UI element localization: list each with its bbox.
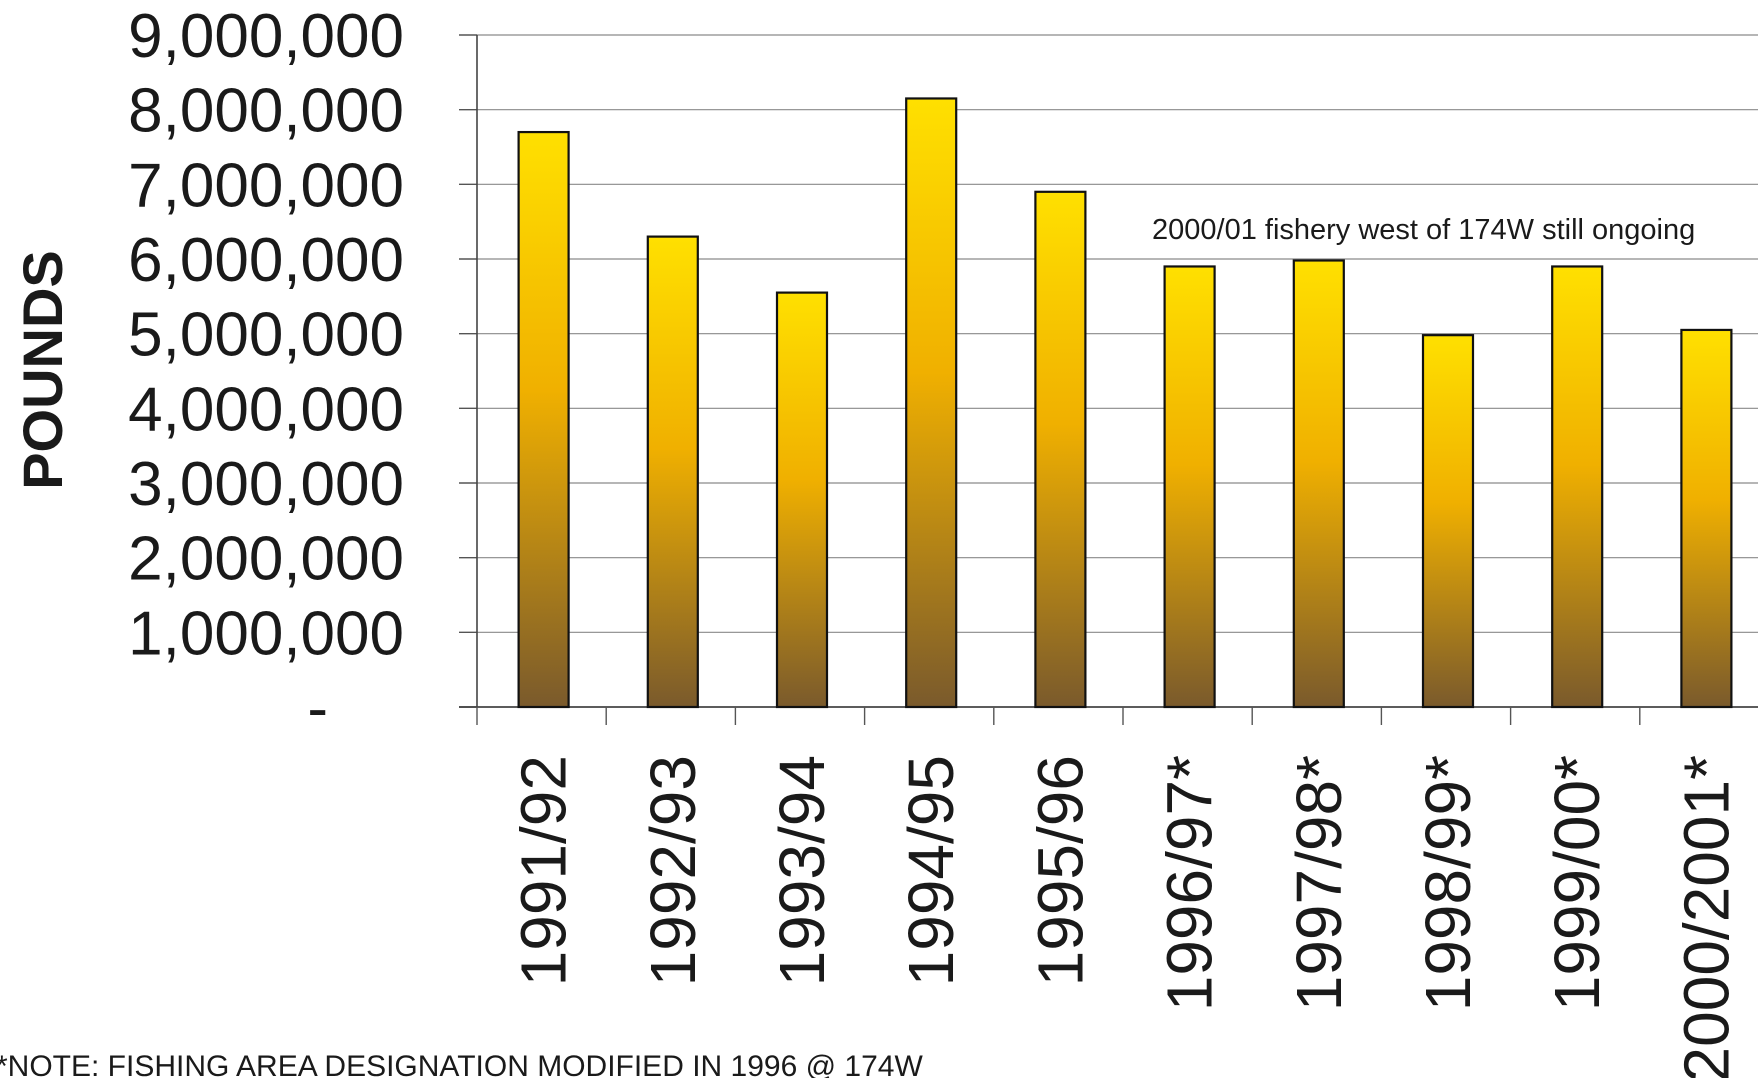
y-tick-label: 5,000,000 (128, 301, 404, 370)
bar (905, 97, 958, 709)
x-tick-label: 1995/96 (1024, 755, 1096, 986)
y-tick-label: 3,000,000 (128, 450, 404, 519)
y-tick-labels: -1,000,0002,000,0003,000,0004,000,0005,0… (128, 2, 404, 743)
bar (646, 235, 699, 709)
bars (517, 97, 1733, 709)
x-tick-label: 2000/2001* (1670, 755, 1742, 1078)
bar (1421, 334, 1475, 709)
chart-annotation: 2000/01 fishery west of 174W still ongoi… (1152, 214, 1695, 246)
y-tick-label: 4,000,000 (128, 375, 404, 444)
bar (1034, 190, 1087, 709)
y-tick-label: 9,000,000 (128, 2, 404, 71)
bar (1551, 265, 1604, 709)
y-tick-label: 6,000,000 (128, 226, 404, 295)
x-tick-label: 1998/99* (1412, 755, 1484, 1011)
bar (1163, 265, 1216, 709)
y-tick-label: 2,000,000 (128, 525, 404, 594)
x-tick-label: 1992/93 (637, 755, 709, 986)
x-tick-label: 1994/95 (895, 755, 967, 986)
y-axis-label: POUNDS (11, 250, 74, 490)
y-tick-label: 7,000,000 (128, 151, 404, 220)
y-tick-label: 1,000,000 (128, 599, 404, 668)
x-tick-label: 1997/98* (1283, 755, 1355, 1011)
y-tick-label: 8,000,000 (128, 77, 404, 146)
bar (775, 291, 829, 709)
x-tick-label: 1996/97* (1154, 755, 1226, 1011)
x-tick-label: 1999/00* (1541, 755, 1613, 1011)
x-tick-labels: 1991/92 1992/93 1993/94 1994/95 1995/96 1996/… (508, 755, 1743, 1078)
bar (1292, 259, 1345, 709)
footnote: *NOTE: FISHING AREA DESIGNATION MODIFIED… (0, 1050, 923, 1078)
x-tick-label: 1993/94 (766, 755, 838, 986)
x-tick-label: 1991/92 (508, 755, 580, 986)
bar (517, 130, 570, 709)
bar (1680, 328, 1733, 709)
y-tick-label: - (307, 674, 328, 743)
